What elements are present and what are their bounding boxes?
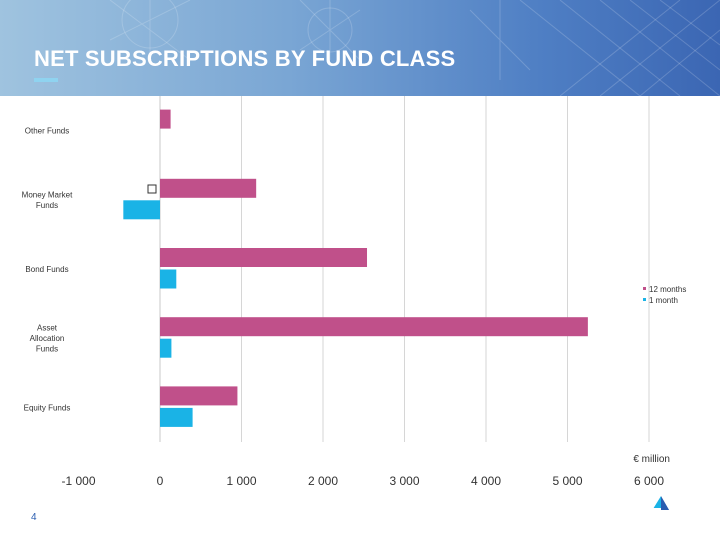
- bar-bond-12-months: [160, 248, 368, 267]
- bar-money-market-12-months: [160, 178, 257, 198]
- legend-label-1-month: 1 month: [649, 296, 678, 305]
- tick-label-6: 5 000: [552, 474, 582, 488]
- legend-swatch-1-month: [643, 298, 646, 301]
- bar-equity-1-month: [160, 407, 193, 427]
- tick-label-1: 0: [157, 474, 164, 488]
- category-label-asset-allocation: Asset Allocation Funds: [30, 324, 65, 354]
- page-number: 4: [31, 512, 37, 523]
- legend-label-12-months: 12 months: [649, 285, 686, 294]
- category-label-money-market: Money Market Funds: [22, 191, 73, 211]
- category-label-equity: Equity Funds: [24, 403, 71, 412]
- category-label-bond: Bond Funds: [25, 265, 68, 274]
- header-banner: NET SUBSCRIPTIONS BY FUND CLASS: [0, 0, 720, 96]
- legend-swatch-12-months: [643, 287, 646, 290]
- bar-chart: Other Funds Money Market Funds Bond Funds As…: [22, 96, 686, 510]
- tick-label-0: -1 000: [61, 474, 95, 488]
- tick-label-3: 2 000: [308, 474, 338, 488]
- marker-square: [147, 184, 157, 194]
- header-decoration: [109, 0, 720, 96]
- tick-label-4: 3 000: [389, 474, 419, 488]
- bar-asset-allocation-1-month: [160, 338, 172, 358]
- page-title: NET SUBSCRIPTIONS BY FUND CLASS: [34, 46, 456, 71]
- bar-bond-1-month: [160, 269, 177, 289]
- title-underline: [34, 78, 58, 82]
- tick-label-7: 6 000: [634, 474, 664, 488]
- bar-money-market-1-month: [123, 200, 160, 220]
- tick-label-2: 1 000: [226, 474, 256, 488]
- category-label-other: Other Funds: [25, 127, 69, 136]
- bar-asset-allocation-12-months: [160, 317, 588, 337]
- tick-label-5: 4 000: [471, 474, 501, 488]
- logo-icon: [648, 496, 670, 510]
- bar-equity-12-months: [160, 386, 238, 406]
- bar-other-12-months: [160, 109, 171, 129]
- unit-label: € million: [633, 454, 670, 465]
